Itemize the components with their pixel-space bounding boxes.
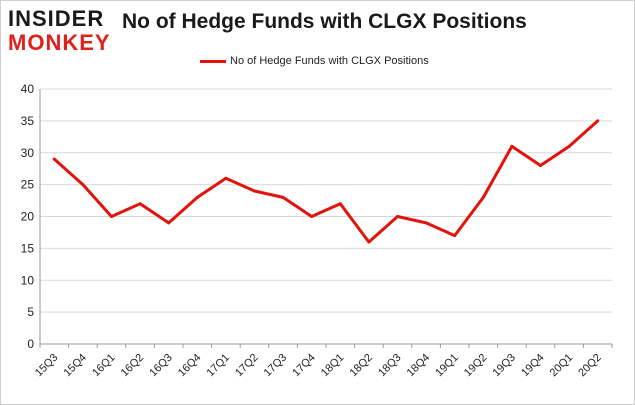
x-tick-label: 17Q2 — [233, 352, 261, 380]
logo-line-2: MONKEY — [8, 30, 111, 55]
data-point — [81, 183, 85, 187]
data-point — [481, 195, 485, 199]
data-point — [367, 240, 371, 244]
chart-title: No of Hedge Funds with CLGX Positions — [122, 10, 527, 33]
x-tick-label: 17Q1 — [204, 352, 232, 380]
y-tick-label: 25 — [21, 178, 35, 192]
y-tick-label: 20 — [21, 210, 35, 224]
y-tick-label: 40 — [21, 82, 35, 96]
y-tick-label: 10 — [21, 273, 35, 287]
data-point — [253, 189, 256, 193]
x-tick-label: 18Q4 — [405, 352, 433, 380]
data-point — [453, 234, 457, 238]
x-tick-label: 16Q1 — [90, 352, 118, 380]
data-point — [110, 215, 113, 218]
data-point — [52, 157, 56, 161]
data-point — [539, 164, 542, 167]
x-tick-label: 18Q2 — [347, 352, 375, 380]
y-tick-label: 35 — [21, 114, 35, 128]
series-line — [52, 119, 600, 244]
data-point — [224, 176, 228, 180]
data-point — [195, 195, 199, 199]
data-point — [281, 195, 285, 199]
x-tick-label: 17Q4 — [290, 352, 318, 380]
legend-label: No of Hedge Funds with CLGX Positions — [230, 55, 429, 67]
data-point — [424, 221, 428, 225]
x-tick-label: 19Q2 — [462, 352, 490, 380]
data-point — [396, 215, 399, 218]
y-tick-label: 5 — [27, 305, 34, 319]
data-point — [338, 202, 342, 206]
x-tick-label: 19Q4 — [519, 352, 547, 380]
x-tick-label: 19Q1 — [433, 352, 461, 380]
logo-line-1: INSIDER — [8, 6, 105, 31]
x-tick-label: 15Q3 — [33, 352, 61, 380]
x-tick-label: 16Q3 — [147, 352, 175, 380]
data-point — [510, 144, 514, 148]
x-tick-label: 15Q4 — [61, 352, 89, 380]
x-tick-label: 19Q3 — [490, 352, 518, 380]
data-point — [138, 202, 142, 206]
x-tick-label: 17Q3 — [262, 352, 290, 380]
x-tick-label: 16Q2 — [119, 352, 147, 380]
data-point — [596, 119, 600, 123]
y-tick-label: 0 — [27, 337, 34, 351]
y-tick-label: 30 — [21, 146, 35, 160]
legend-swatch — [200, 59, 226, 63]
insider-monkey-logo: INSIDER MONKEY — [8, 8, 120, 54]
x-tick-label: 20Q1 — [548, 352, 576, 380]
chart-legend: No of Hedge Funds with CLGX Positions — [200, 54, 429, 68]
x-tick-label: 16Q4 — [176, 352, 204, 380]
data-point — [310, 215, 314, 218]
x-tick-label: 20Q2 — [576, 352, 604, 380]
x-tick-label: 18Q3 — [376, 352, 404, 380]
x-tick-label: 18Q1 — [319, 352, 347, 380]
data-point — [567, 144, 571, 148]
data-point — [167, 221, 171, 225]
y-tick-label: 15 — [21, 241, 35, 255]
